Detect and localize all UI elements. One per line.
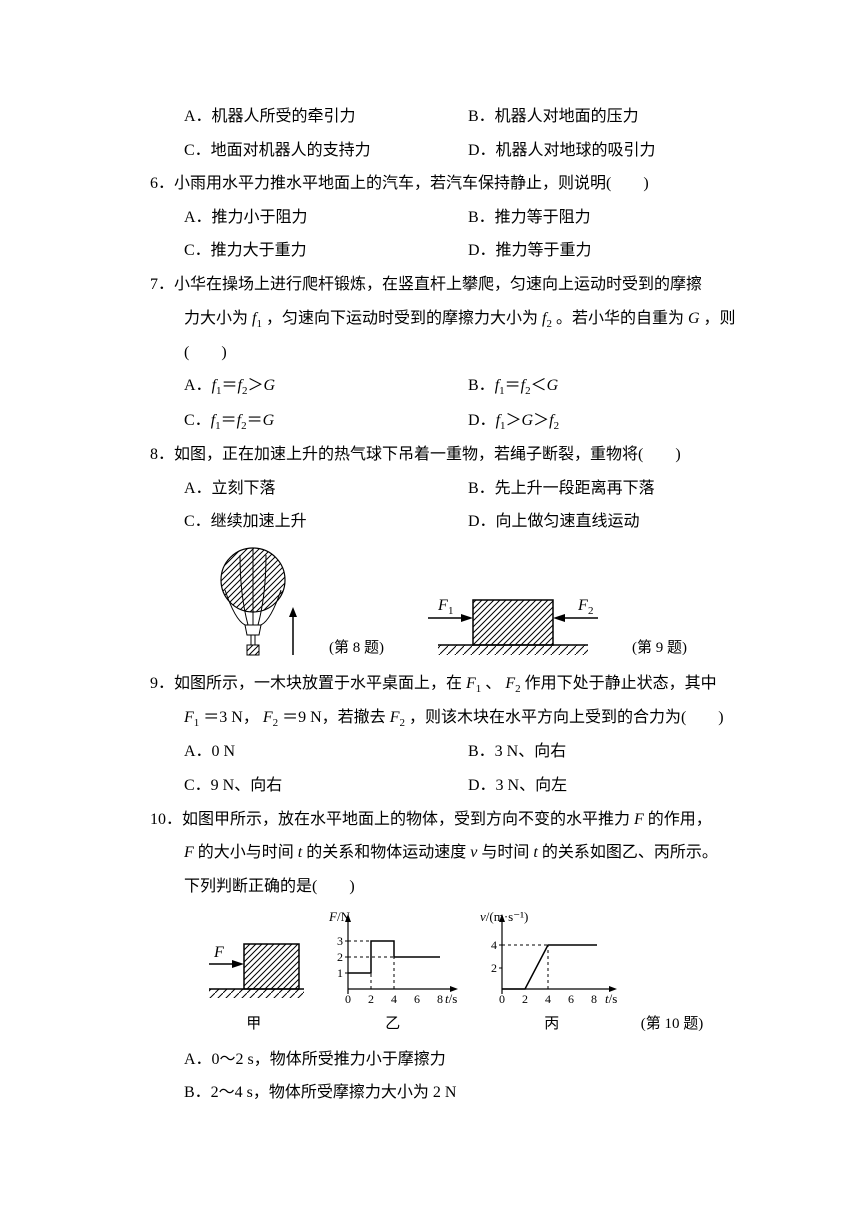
q9-t6: ，则该木块在水平方向上受到的合力为( ) xyxy=(409,709,724,726)
q6-opt-B: B．推力等于阻力 xyxy=(468,201,752,235)
label-yi: 乙 xyxy=(323,1009,463,1041)
svg-text:0: 0 xyxy=(499,992,505,1006)
q6-opt-C: C．推力大于重力 xyxy=(184,234,468,268)
q7-txt-1: 力大小为 xyxy=(184,310,248,327)
svg-text:2: 2 xyxy=(522,992,528,1006)
q9-t5: ＝9 N，若撤去 xyxy=(282,709,386,726)
q10-stem-l2: F 的大小与时间 t 的关系和物体运动速度 v 与时间 t 的关系如图乙、丙所示… xyxy=(150,836,752,870)
q10-opt-A: A．0～2 s，物体所受推力小于摩擦力 xyxy=(150,1043,752,1077)
q7-opt-D: D．f1＞G＞f2 xyxy=(468,404,752,438)
q10-t6: 的关系如图乙、丙所示。 xyxy=(542,844,718,861)
fig-yi: F/N t/s 1 2 3 0 2 4 6 8 乙 xyxy=(323,909,463,1041)
q5-options: A．机器人所受的牵引力 B．机器人对地面的压力 C．地面对机器人的支持力 D．机… xyxy=(150,100,752,167)
q8-opt-A: A．立刻下落 xyxy=(184,472,468,506)
q8-opt-B: B．先上升一段距离再下落 xyxy=(468,472,752,506)
q7-opt-A: A．f1＝f2＞G xyxy=(184,369,468,403)
svg-text:2: 2 xyxy=(588,605,594,617)
q9-opt-D: D．3 N、向左 xyxy=(468,769,752,803)
q9-opt-A: A．0 N xyxy=(184,735,468,769)
svg-text:4: 4 xyxy=(391,992,397,1006)
q10-t3: 的大小与时间 xyxy=(198,844,294,861)
svg-text:F: F xyxy=(577,597,588,614)
q7-txt-4: ，则 xyxy=(704,310,736,327)
q6-stem: 6．小雨用水平力推水平地面上的汽车，若汽车保持静止，则说明( ) xyxy=(150,167,752,201)
svg-text:v/(m·s⁻¹): v/(m·s⁻¹) xyxy=(480,909,528,924)
label-bing: 丙 xyxy=(477,1009,627,1041)
q7-stem-l1: 7．小华在操场上进行爬杆锻炼，在竖直杆上攀爬，匀速向上运动时受到的摩擦 xyxy=(150,268,752,302)
q7-options: A．f1＝f2＞G B．f1＝f2＜G C．f1＝f2＝G D．f1＞G＞f2 xyxy=(150,369,752,438)
q8-opt-D: D．向上做匀速直线运动 xyxy=(468,505,752,539)
q8-stem: 8．如图，正在加速上升的热气球下吊着一重物，若绳子断裂，重物将( ) xyxy=(150,438,752,472)
fig-row-10: F 甲 F/N t/s 1 2 3 0 2 4 6 8 xyxy=(150,909,752,1041)
q10-stem-l3: 下列判断正确的是( ) xyxy=(150,870,752,904)
q10-opt-B: B．2～4 s，物体所受摩擦力大小为 2 N xyxy=(150,1076,752,1110)
q9-options: A．0 N B．3 N、向右 C．9 N、向右 D．3 N、向左 xyxy=(150,735,752,802)
q9-caption: (第 9 题) xyxy=(632,633,687,665)
q8-caption: (第 8 题) xyxy=(329,633,384,665)
q9-t4: ＝3 N， xyxy=(203,709,259,726)
svg-text:3: 3 xyxy=(337,934,343,948)
q7-opt-B: B．f1＝f2＜G xyxy=(468,369,752,403)
q10-t1: 10．如图甲所示，放在水平地面上的物体，受到方向不变的水平推力 xyxy=(150,811,630,828)
q7-paren: ( ) xyxy=(150,336,752,370)
q5-opt-B: B．机器人对地面的压力 xyxy=(468,100,752,134)
label-jia: 甲 xyxy=(199,1009,309,1041)
balloon-figure xyxy=(215,545,305,665)
fig-row-8-9: (第 8 题) F 1 F 2 (第 9 题) xyxy=(150,545,752,665)
q6-opt-A: A．推力小于阻力 xyxy=(184,201,468,235)
block-figure: F 1 F 2 xyxy=(408,590,608,665)
svg-text:2: 2 xyxy=(368,992,374,1006)
svg-text:F: F xyxy=(213,944,224,961)
q7-txt-3: 。若小华的自重为 xyxy=(556,310,684,327)
svg-text:F: F xyxy=(437,597,448,614)
q9-opt-B: B．3 N、向右 xyxy=(468,735,752,769)
q7-txt-2: ，匀速向下运动时受到的摩擦力大小为 xyxy=(266,310,538,327)
svg-text:F/N: F/N xyxy=(328,909,351,924)
svg-text:6: 6 xyxy=(568,992,574,1006)
q6-opt-D: D．推力等于重力 xyxy=(468,234,752,268)
q6-options: A．推力小于阻力 B．推力等于阻力 C．推力大于重力 D．推力等于重力 xyxy=(150,201,752,268)
svg-text:8: 8 xyxy=(591,992,597,1006)
q5-opt-A: A．机器人所受的牵引力 xyxy=(184,100,468,134)
q5-opt-C: C．地面对机器人的支持力 xyxy=(184,134,468,168)
svg-text:t/s: t/s xyxy=(605,991,617,1006)
svg-text:1: 1 xyxy=(448,605,454,617)
svg-text:2: 2 xyxy=(491,961,497,975)
svg-text:1: 1 xyxy=(337,966,343,980)
q9-stem-l1: 9．如图所示，一木块放置于水平桌面上，在 F1 、 F2 作用下处于静止状态，其… xyxy=(150,667,752,701)
q5-opt-D: D．机器人对地球的吸引力 xyxy=(468,134,752,168)
svg-text:t/s: t/s xyxy=(445,991,457,1006)
q9-stem-l2: F1 ＝3 N， F2 ＝9 N，若撤去 F2 ，则该木块在水平方向上受到的合力… xyxy=(150,701,752,735)
q10-t5: 与时间 xyxy=(481,844,529,861)
svg-text:8: 8 xyxy=(437,992,443,1006)
q8-opt-C: C．继续加速上升 xyxy=(184,505,468,539)
q10-stem-l1: 10．如图甲所示，放在水平地面上的物体，受到方向不变的水平推力 F 的作用， xyxy=(150,803,752,837)
q9-t1: 9．如图所示，一木块放置于水平桌面上，在 xyxy=(150,675,462,692)
q10-t2: 的作用， xyxy=(648,811,712,828)
q9-t3: 作用下处于静止状态，其中 xyxy=(525,675,717,692)
fig-jia: F 甲 xyxy=(199,929,309,1041)
q10-caption: (第 10 题) xyxy=(641,1009,704,1041)
svg-text:2: 2 xyxy=(337,950,343,964)
q8-options: A．立刻下落 B．先上升一段距离再下落 C．继续加速上升 D．向上做匀速直线运动 xyxy=(150,472,752,539)
svg-text:4: 4 xyxy=(545,992,551,1006)
q7-stem-l2: 力大小为 f1 ，匀速向下运动时受到的摩擦力大小为 f2 。若小华的自重为 G … xyxy=(150,302,752,336)
fig-bing: v/(m·s⁻¹) t/s 2 4 0 2 4 6 8 丙 xyxy=(477,909,627,1041)
svg-text:0: 0 xyxy=(345,992,351,1006)
svg-text:4: 4 xyxy=(491,938,497,952)
q9-opt-C: C．9 N、向右 xyxy=(184,769,468,803)
q9-t2: 、 xyxy=(485,675,501,692)
q10-t4: 的关系和物体运动速度 xyxy=(306,844,466,861)
q7-opt-C: C．f1＝f2＝G xyxy=(184,404,468,438)
svg-text:6: 6 xyxy=(414,992,420,1006)
